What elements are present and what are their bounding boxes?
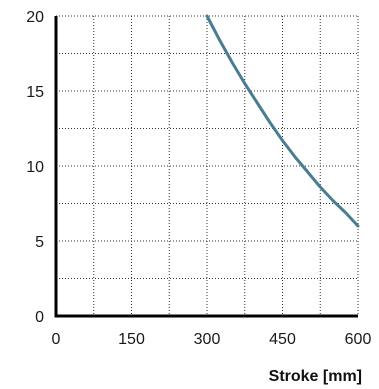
x-tick-label: 300 — [194, 331, 221, 348]
y-tick-label: 0 — [35, 309, 44, 326]
x-tick-label: 150 — [118, 331, 145, 348]
y-tick-labels: 0 5 10 15 20 — [26, 9, 44, 326]
axes — [54, 16, 358, 318]
y-tick-label: 15 — [26, 84, 44, 101]
plot-area — [205, 14, 360, 228]
series-line — [205, 14, 360, 228]
y-tick-label: 20 — [26, 9, 44, 26]
x-axis-label: Stroke [mm] — [269, 368, 362, 385]
x-tick-label: 600 — [345, 331, 372, 348]
x-tick-label: 450 — [269, 331, 296, 348]
y-tick-label: 5 — [35, 234, 44, 251]
y-tick-label: 10 — [26, 159, 44, 176]
grid — [56, 15, 359, 316]
x-tick-label: 0 — [52, 331, 61, 348]
x-tick-labels: 0 150 300 450 600 — [52, 331, 372, 348]
